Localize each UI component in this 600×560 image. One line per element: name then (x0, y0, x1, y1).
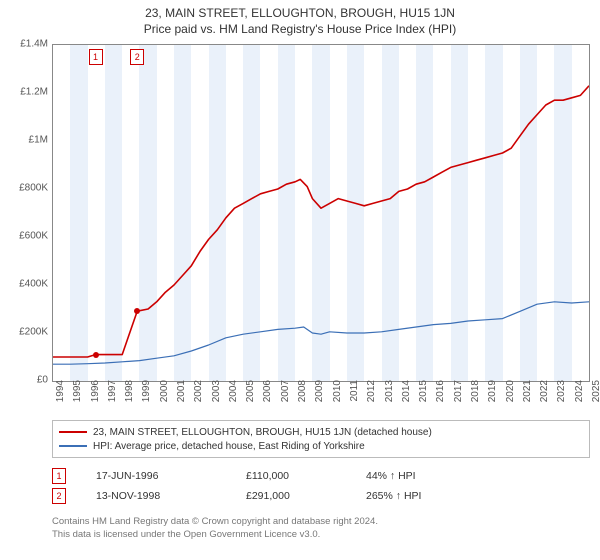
x-axis-tick-label: 2010 (332, 380, 343, 410)
sale-marker-badge: 1 (52, 468, 66, 484)
legend-row: 23, MAIN STREET, ELLOUGHTON, BROUGH, HU1… (59, 425, 583, 439)
x-axis-tick-label: 1999 (141, 380, 152, 410)
sale-point-dot (93, 352, 99, 358)
x-axis-tick-label: 2009 (314, 380, 325, 410)
x-axis-tick-label: 1996 (90, 380, 101, 410)
x-axis-tick-label: 2022 (539, 380, 550, 410)
sale-date: 13-NOV-1998 (96, 490, 216, 502)
title-address: 23, MAIN STREET, ELLOUGHTON, BROUGH, HU1… (0, 6, 600, 20)
x-axis-tick-label: 2006 (262, 380, 273, 410)
legend: 23, MAIN STREET, ELLOUGHTON, BROUGH, HU1… (52, 420, 590, 458)
x-axis-tick-label: 2016 (435, 380, 446, 410)
x-axis-tick-label: 2005 (245, 380, 256, 410)
x-axis-tick-label: 2011 (349, 380, 360, 410)
title-block: 23, MAIN STREET, ELLOUGHTON, BROUGH, HU1… (0, 0, 600, 36)
plot-area: 12 (52, 44, 590, 382)
legend-row: HPI: Average price, detached house, East… (59, 439, 583, 453)
sale-marker-badge: 2 (52, 488, 66, 504)
y-axis-tick-label: £1.4M (2, 39, 48, 50)
x-axis-tick-label: 2021 (522, 380, 533, 410)
x-axis-tick-label: 2003 (211, 380, 222, 410)
sale-date: 17-JUN-1996 (96, 470, 216, 482)
x-axis-tick-label: 2007 (280, 380, 291, 410)
x-axis-tick-label: 1998 (124, 380, 135, 410)
sale-marker-flag: 2 (130, 49, 144, 65)
x-axis-tick-label: 2023 (556, 380, 567, 410)
x-axis-tick-label: 2002 (193, 380, 204, 410)
sale-row: 1 17-JUN-1996 £110,000 44% ↑ HPI (52, 466, 590, 486)
x-axis-tick-label: 1995 (72, 380, 83, 410)
chart-area: 12 £0£200K£400K£600K£800K£1M£1.2M£1.4M19… (0, 44, 600, 412)
x-axis-tick-label: 2000 (159, 380, 170, 410)
sale-row: 2 13-NOV-1998 £291,000 265% ↑ HPI (52, 486, 590, 506)
x-axis-tick-label: 2008 (297, 380, 308, 410)
x-axis-tick-label: 2014 (401, 380, 412, 410)
sale-pct-vs-hpi: 265% ↑ HPI (366, 490, 476, 502)
x-axis-tick-label: 1994 (55, 380, 66, 410)
chart-svg (53, 45, 589, 381)
x-axis-tick-label: 2024 (574, 380, 585, 410)
x-axis-tick-label: 2012 (366, 380, 377, 410)
y-axis-tick-label: £600K (2, 231, 48, 242)
y-axis-tick-label: £1.2M (2, 87, 48, 98)
x-axis-tick-label: 2025 (591, 380, 600, 410)
sale-pct-vs-hpi: 44% ↑ HPI (366, 470, 476, 482)
legend-swatch-hpi (59, 445, 87, 447)
sale-point-dot (134, 308, 140, 314)
sale-price: £291,000 (246, 490, 336, 502)
x-axis-tick-label: 1997 (107, 380, 118, 410)
sale-marker-flag: 1 (89, 49, 103, 65)
y-axis-tick-label: £0 (2, 375, 48, 386)
x-axis-tick-label: 2018 (470, 380, 481, 410)
x-axis-tick-label: 2019 (487, 380, 498, 410)
legend-label-hpi: HPI: Average price, detached house, East… (93, 441, 365, 452)
y-axis-tick-label: £1M (2, 135, 48, 146)
chart-container: 23, MAIN STREET, ELLOUGHTON, BROUGH, HU1… (0, 0, 600, 560)
y-axis-tick-label: £200K (2, 327, 48, 338)
x-axis-tick-label: 2020 (505, 380, 516, 410)
footer-line2: This data is licensed under the Open Gov… (52, 529, 590, 542)
x-axis-tick-label: 2001 (176, 380, 187, 410)
x-axis-tick-label: 2013 (384, 380, 395, 410)
x-axis-tick-label: 2004 (228, 380, 239, 410)
sale-data-rows: 1 17-JUN-1996 £110,000 44% ↑ HPI 2 13-NO… (52, 466, 590, 506)
footer-line1: Contains HM Land Registry data © Crown c… (52, 516, 590, 529)
footer-attribution: Contains HM Land Registry data © Crown c… (52, 516, 590, 542)
y-axis-tick-label: £800K (2, 183, 48, 194)
x-axis-tick-label: 2017 (453, 380, 464, 410)
x-axis-tick-label: 2015 (418, 380, 429, 410)
title-subtitle: Price paid vs. HM Land Registry's House … (0, 22, 600, 36)
sale-price: £110,000 (246, 470, 336, 482)
y-axis-tick-label: £400K (2, 279, 48, 290)
legend-swatch-property (59, 431, 87, 433)
legend-label-property: 23, MAIN STREET, ELLOUGHTON, BROUGH, HU1… (93, 427, 432, 438)
